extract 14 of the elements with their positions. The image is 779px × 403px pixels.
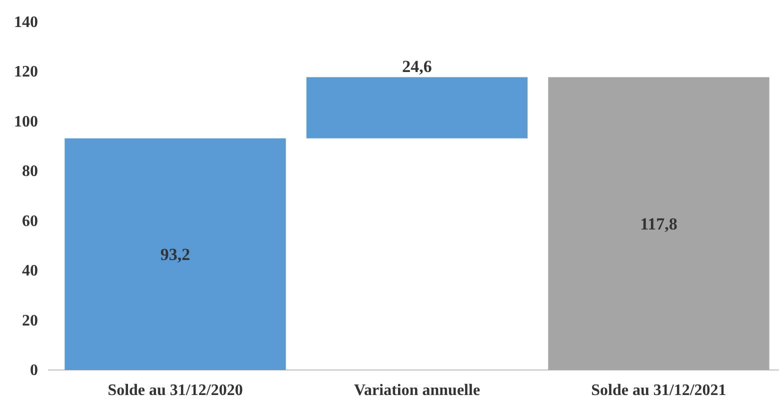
- y-tick-label: 60: [22, 212, 38, 230]
- x-tick-label: Solde au 31/12/2021: [591, 382, 726, 399]
- y-tick-label: 40: [22, 262, 38, 280]
- x-tick-label: Variation annuelle: [354, 382, 480, 399]
- data-label: 117,8: [640, 214, 678, 234]
- y-tick-label: 120: [14, 64, 38, 81]
- y-tick-label: 80: [22, 163, 38, 180]
- y-tick-label: 100: [14, 113, 38, 130]
- data-label: 24,6: [402, 57, 432, 76]
- data-label: 93,2: [160, 245, 190, 264]
- x-tick-label: Solde au 31/12/2020: [108, 382, 243, 399]
- y-tick-label: 0: [30, 362, 38, 379]
- y-tick-label: 140: [14, 14, 38, 31]
- y-tick-label: 20: [22, 312, 38, 330]
